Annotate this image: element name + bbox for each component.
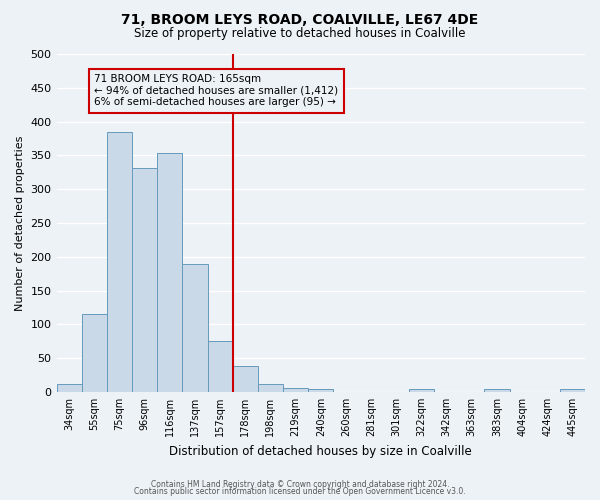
- Bar: [233, 366, 258, 392]
- Bar: [132, 168, 157, 392]
- Bar: [56, 384, 82, 392]
- Text: 71, BROOM LEYS ROAD, COALVILLE, LE67 4DE: 71, BROOM LEYS ROAD, COALVILLE, LE67 4DE: [121, 12, 479, 26]
- Bar: [258, 384, 283, 392]
- Bar: [283, 388, 308, 392]
- Text: Size of property relative to detached houses in Coalville: Size of property relative to detached ho…: [134, 28, 466, 40]
- Text: Contains HM Land Registry data © Crown copyright and database right 2024.: Contains HM Land Registry data © Crown c…: [151, 480, 449, 489]
- Bar: [308, 389, 334, 392]
- Bar: [208, 341, 233, 392]
- Text: 71 BROOM LEYS ROAD: 165sqm
← 94% of detached houses are smaller (1,412)
6% of se: 71 BROOM LEYS ROAD: 165sqm ← 94% of deta…: [94, 74, 338, 108]
- Y-axis label: Number of detached properties: Number of detached properties: [15, 136, 25, 310]
- Bar: [157, 152, 182, 392]
- Bar: [560, 389, 585, 392]
- Text: Contains public sector information licensed under the Open Government Licence v3: Contains public sector information licen…: [134, 487, 466, 496]
- Bar: [484, 389, 509, 392]
- Bar: [107, 132, 132, 392]
- Bar: [182, 264, 208, 392]
- Bar: [409, 389, 434, 392]
- Bar: [82, 314, 107, 392]
- X-axis label: Distribution of detached houses by size in Coalville: Distribution of detached houses by size …: [169, 444, 472, 458]
